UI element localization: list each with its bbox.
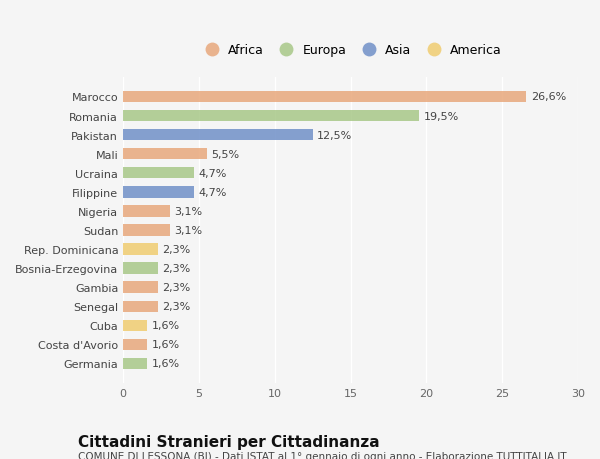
Text: 19,5%: 19,5% bbox=[424, 111, 458, 121]
Text: 2,3%: 2,3% bbox=[163, 283, 191, 292]
Bar bbox=[123, 168, 194, 179]
Text: 4,7%: 4,7% bbox=[199, 168, 227, 179]
Text: 3,1%: 3,1% bbox=[175, 207, 203, 217]
Bar bbox=[123, 206, 170, 217]
Text: Cittadini Stranieri per Cittadinanza: Cittadini Stranieri per Cittadinanza bbox=[78, 434, 380, 449]
Text: 1,6%: 1,6% bbox=[152, 359, 180, 369]
Bar bbox=[123, 149, 206, 160]
Bar bbox=[123, 263, 158, 274]
Text: 2,3%: 2,3% bbox=[163, 245, 191, 254]
Bar bbox=[123, 301, 158, 312]
Text: COMUNE DI LESSONA (BI) - Dati ISTAT al 1° gennaio di ogni anno - Elaborazione TU: COMUNE DI LESSONA (BI) - Dati ISTAT al 1… bbox=[78, 451, 566, 459]
Text: 1,6%: 1,6% bbox=[152, 321, 180, 330]
Text: 4,7%: 4,7% bbox=[199, 187, 227, 197]
Bar bbox=[123, 111, 419, 122]
Bar bbox=[123, 225, 170, 236]
Bar bbox=[123, 358, 148, 369]
Text: 2,3%: 2,3% bbox=[163, 302, 191, 312]
Text: 3,1%: 3,1% bbox=[175, 225, 203, 235]
Bar bbox=[123, 91, 526, 103]
Legend: Africa, Europa, Asia, America: Africa, Europa, Asia, America bbox=[199, 44, 502, 57]
Text: 12,5%: 12,5% bbox=[317, 130, 352, 140]
Bar bbox=[123, 282, 158, 293]
Text: 1,6%: 1,6% bbox=[152, 340, 180, 350]
Text: 26,6%: 26,6% bbox=[531, 92, 566, 102]
Bar bbox=[123, 244, 158, 255]
Bar bbox=[123, 320, 148, 331]
Bar bbox=[123, 339, 148, 350]
Text: 5,5%: 5,5% bbox=[211, 149, 239, 159]
Bar bbox=[123, 187, 194, 198]
Bar bbox=[123, 129, 313, 141]
Text: 2,3%: 2,3% bbox=[163, 263, 191, 274]
